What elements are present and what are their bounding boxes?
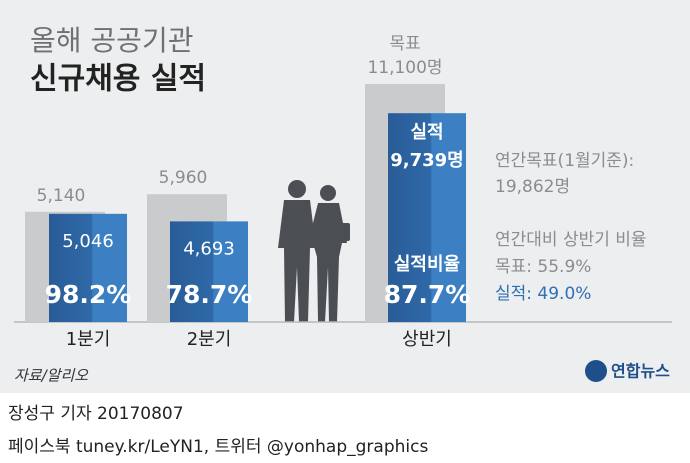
category-label: 2분기 — [187, 329, 232, 350]
ratio-label: 78.7% — [166, 280, 253, 309]
background — [0, 0, 690, 393]
note: 19,862명 — [495, 177, 570, 197]
footer-background — [0, 393, 690, 463]
actual-label: 5,046 — [62, 231, 114, 252]
series-name: 실적 — [410, 122, 443, 143]
actual-bar — [170, 221, 248, 322]
actual-bar — [49, 213, 127, 322]
logo: 연합뉴스 — [611, 362, 670, 381]
title-line: 신규채용 실적 — [30, 62, 206, 97]
note: 연간목표(1월기준): — [495, 151, 634, 171]
target-label: 5,960 — [159, 168, 208, 188]
actual-label: 4,693 — [183, 238, 235, 259]
category-label: 1분기 — [66, 329, 111, 350]
people-silhouette — [278, 180, 350, 322]
logo-icon — [585, 360, 607, 382]
series-name: 목표 — [389, 34, 420, 54]
note: 목표: 55.9% — [495, 257, 591, 277]
source: 자료/알리오 — [14, 367, 89, 385]
category-label: 상반기 — [402, 329, 452, 350]
footer-line: 페이스북 tuney.kr/LeYN1, 트위터 @yonhap_graphic… — [8, 437, 428, 457]
ratio-label: 98.2% — [45, 280, 132, 309]
target-label: 5,140 — [37, 186, 86, 206]
actual-bar — [388, 113, 466, 323]
target-label: 11,100명 — [367, 58, 442, 78]
title-line: 올해 공공기관 — [30, 24, 193, 57]
series-name: 실적비율 — [394, 254, 460, 275]
ratio-label: 87.7% — [384, 280, 471, 309]
note: 연간대비 상반기 비율 — [495, 230, 647, 250]
footer-line: 장성구 기자 20170807 — [8, 404, 184, 424]
note: 실적: 49.0% — [495, 284, 591, 304]
actual-label: 9,739명 — [390, 150, 464, 171]
